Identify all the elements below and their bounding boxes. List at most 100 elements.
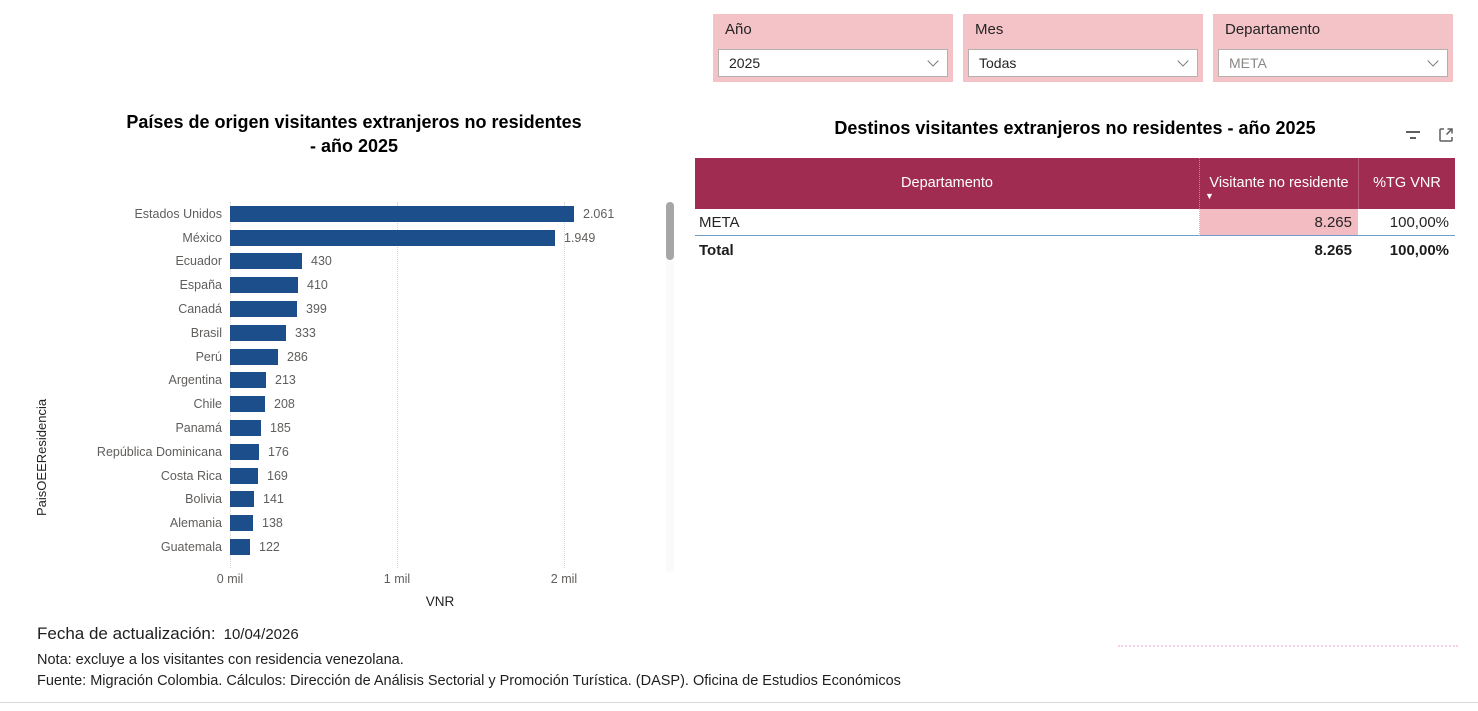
page-bottom-border xyxy=(0,702,1478,703)
slicer-departamento-value: META xyxy=(1229,55,1267,71)
slicer-departamento: Departamento META xyxy=(1213,14,1453,82)
bar-value-label: 333 xyxy=(295,325,316,340)
bar-ecuador[interactable] xyxy=(230,253,302,270)
bar-value-label: 122 xyxy=(259,540,280,555)
slicer-mes-value: Todas xyxy=(979,55,1017,71)
table-title: Destinos visitantes extranjeros no resid… xyxy=(834,118,1316,138)
bar-row: Bolivia 141 xyxy=(30,488,670,512)
bar-argentina[interactable] xyxy=(230,372,266,389)
chart-scrollbar-thumb[interactable] xyxy=(666,202,674,260)
gridline xyxy=(397,202,398,568)
destinations-table: Departamento Visitante no residente ▼ %T… xyxy=(695,158,1455,264)
bar-value-label: 430 xyxy=(311,254,332,269)
chevron-down-icon xyxy=(927,55,939,67)
bar-row: Perú 286 xyxy=(30,345,670,369)
bar-value-label: 138 xyxy=(262,516,283,531)
category-label: Guatemala xyxy=(160,540,222,555)
column-header-visitante-label: Visitante no residente xyxy=(1209,175,1349,191)
bar-row: Panamá 185 xyxy=(30,416,670,440)
bar-panamá[interactable] xyxy=(230,420,261,437)
bar-row: República Dominicana 176 xyxy=(30,440,670,464)
bar-value-label: 286 xyxy=(287,349,308,364)
gridline xyxy=(564,202,565,568)
bar-república-dominicana[interactable] xyxy=(230,443,259,460)
bar-guatemala[interactable] xyxy=(230,539,250,556)
slicer-mes-dropdown[interactable]: Todas xyxy=(968,49,1198,77)
total-visitante: 8.265 xyxy=(1314,241,1352,259)
total-pct: 100,00% xyxy=(1389,241,1449,259)
slicer-ano-dropdown[interactable]: 2025 xyxy=(718,49,948,77)
category-label: Costa Rica xyxy=(160,468,222,483)
update-date-label: Fecha de actualización: xyxy=(37,624,216,643)
column-header-departamento[interactable]: Departamento xyxy=(695,158,1200,209)
x-axis-title: VNR xyxy=(425,594,455,609)
bar-chart-title-line2: - año 2025 xyxy=(309,136,399,156)
x-tick-label: 1 mil xyxy=(383,572,411,586)
bar-value-label: 169 xyxy=(267,468,288,483)
x-axis-ticks: 0 mil 1 mil 2 mil xyxy=(30,572,670,588)
chevron-down-icon xyxy=(1177,55,1189,67)
bar-row: México 1.949 xyxy=(30,226,670,250)
bar-bolivia[interactable] xyxy=(230,491,254,508)
category-label: España xyxy=(179,278,222,293)
slicer-departamento-label: Departamento xyxy=(1225,21,1321,38)
bar-row: Chile 208 xyxy=(30,392,670,416)
bar-value-label: 208 xyxy=(274,397,295,412)
category-label: Brasil xyxy=(190,325,222,340)
bar-costa-rica[interactable] xyxy=(230,467,258,484)
bar-row: Alemania 138 xyxy=(30,511,670,535)
table-cell-pct[interactable]: 100,00% xyxy=(1358,209,1455,236)
category-label: Canadá xyxy=(178,302,222,317)
bar-chile[interactable] xyxy=(230,396,265,413)
slicer-ano-value: 2025 xyxy=(729,55,761,71)
x-tick-label: 2 mil xyxy=(550,572,578,586)
bar-value-label: 399 xyxy=(306,302,327,317)
bar-brasil[interactable] xyxy=(230,324,286,341)
bar-row: Brasil 333 xyxy=(30,321,670,345)
bar-row: Argentina 213 xyxy=(30,369,670,393)
note-text: Nota: excluye a los visitantes con resid… xyxy=(37,652,404,668)
category-label: Perú xyxy=(195,349,222,364)
bar-canadá[interactable] xyxy=(230,301,297,318)
sort-descending-icon: ▼ xyxy=(1205,191,1214,201)
bar-row: España 410 xyxy=(30,273,670,297)
visual-header-icons xyxy=(1399,126,1455,144)
slicer-mes-label: Mes xyxy=(975,21,1004,38)
bar-perú[interactable] xyxy=(230,348,278,365)
bar-estados-unidos[interactable] xyxy=(230,205,574,222)
category-label: Chile xyxy=(193,397,223,412)
total-label: Total xyxy=(699,241,734,259)
bar-value-label: 410 xyxy=(307,278,328,293)
filter-bar: Año 2025 Mes Todas Departamento META xyxy=(713,14,1453,82)
bar-row: Estados Unidos 2.061 xyxy=(30,202,670,226)
bar-chart-title-line1: Países de origen visitantes extranjeros … xyxy=(126,112,582,132)
category-label: Panamá xyxy=(175,421,222,436)
column-header-pct[interactable]: %TG VNR xyxy=(1358,158,1455,209)
update-date-line: Fecha de actualización: 10/04/2026 xyxy=(37,624,299,644)
category-label: Argentina xyxy=(168,373,222,388)
chevron-down-icon xyxy=(1427,55,1439,67)
bar-value-label: 176 xyxy=(268,444,289,459)
category-label: Estados Unidos xyxy=(134,206,222,221)
bar-españa[interactable] xyxy=(230,277,298,294)
chart-scrollbar-track[interactable] xyxy=(666,202,674,572)
category-label: México xyxy=(182,230,222,245)
category-label: Ecuador xyxy=(175,254,222,269)
bar-row: Costa Rica 169 xyxy=(30,464,670,488)
decorative-dotted-line xyxy=(1118,645,1458,647)
bar-méxico[interactable] xyxy=(230,229,555,246)
bar-alemania[interactable] xyxy=(230,515,253,532)
bar-row: Ecuador 430 xyxy=(30,250,670,274)
filter-icon[interactable] xyxy=(1405,128,1421,142)
source-text: Fuente: Migración Colombia. Cálculos: Di… xyxy=(37,673,901,689)
slicer-ano-label: Año xyxy=(725,21,752,38)
slicer-departamento-dropdown[interactable]: META xyxy=(1218,49,1448,77)
column-header-visitante[interactable]: Visitante no residente ▼ xyxy=(1200,158,1358,209)
bar-value-label: 141 xyxy=(263,492,284,507)
table-cell-visitante[interactable]: 8.265 xyxy=(1200,209,1358,236)
focus-mode-icon[interactable] xyxy=(1437,126,1455,144)
table-cell-departamento[interactable]: META xyxy=(695,209,1200,236)
bar-chart: PaisOEEResidencia Estados Unidos 2.061 Méx… xyxy=(30,196,680,616)
bar-rows: Estados Unidos 2.061 México 1.949 Ecuador 430… xyxy=(30,202,670,568)
